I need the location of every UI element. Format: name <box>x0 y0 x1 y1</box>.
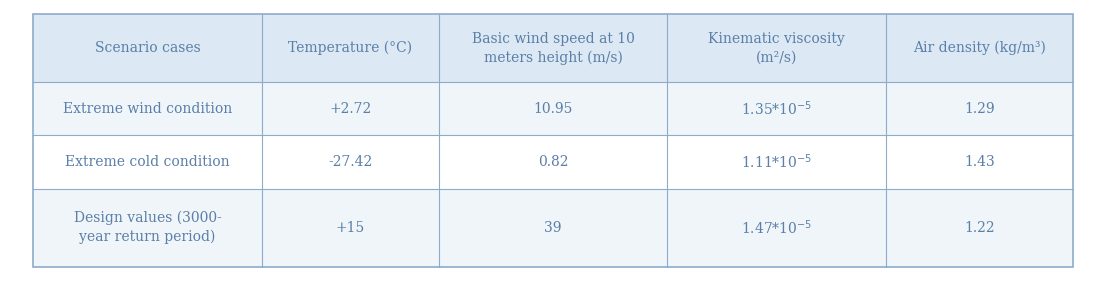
Text: Design values (3000-
year return period): Design values (3000- year return period) <box>74 211 221 244</box>
Bar <box>33 189 262 267</box>
Text: 0.82: 0.82 <box>538 155 568 169</box>
Bar <box>262 82 439 135</box>
Bar <box>886 82 1073 135</box>
Text: Scenario cases: Scenario cases <box>95 41 200 55</box>
Bar <box>262 189 439 267</box>
Text: 1.35*10$^{-5}$: 1.35*10$^{-5}$ <box>741 99 812 118</box>
Bar <box>439 189 667 267</box>
Text: +2.72: +2.72 <box>330 102 372 116</box>
Text: 1.29: 1.29 <box>964 102 994 116</box>
Bar <box>439 135 667 189</box>
Text: -27.42: -27.42 <box>328 155 373 169</box>
Text: Kinematic viscosity
(m²/s): Kinematic viscosity (m²/s) <box>708 32 845 64</box>
Bar <box>667 82 886 135</box>
Text: 10.95: 10.95 <box>533 102 573 116</box>
Text: Temperature (°C): Temperature (°C) <box>289 41 413 55</box>
Text: 1.43: 1.43 <box>963 155 994 169</box>
Text: 1.11*10$^{-5}$: 1.11*10$^{-5}$ <box>741 153 812 171</box>
Bar <box>439 14 667 82</box>
Text: 1.47*10$^{-5}$: 1.47*10$^{-5}$ <box>741 218 812 237</box>
Bar <box>667 189 886 267</box>
Bar <box>33 82 262 135</box>
Bar <box>667 135 886 189</box>
Bar <box>33 135 262 189</box>
Bar <box>886 135 1073 189</box>
Text: 39: 39 <box>544 221 562 235</box>
Bar <box>262 14 439 82</box>
Text: Basic wind speed at 10
meters height (m/s): Basic wind speed at 10 meters height (m/… <box>471 32 635 65</box>
Text: 1.22: 1.22 <box>964 221 994 235</box>
Bar <box>439 82 667 135</box>
Bar <box>33 14 262 82</box>
Bar <box>886 189 1073 267</box>
Bar <box>667 14 886 82</box>
Bar <box>886 14 1073 82</box>
Text: +15: +15 <box>335 221 365 235</box>
Text: Extreme wind condition: Extreme wind condition <box>63 102 232 116</box>
Text: Extreme cold condition: Extreme cold condition <box>65 155 230 169</box>
Bar <box>262 135 439 189</box>
Bar <box>33 14 1073 267</box>
Text: Air density (kg/m³): Air density (kg/m³) <box>912 41 1045 55</box>
